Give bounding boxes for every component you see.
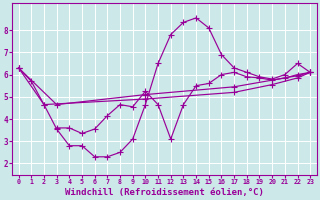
X-axis label: Windchill (Refroidissement éolien,°C): Windchill (Refroidissement éolien,°C) [65, 188, 264, 197]
